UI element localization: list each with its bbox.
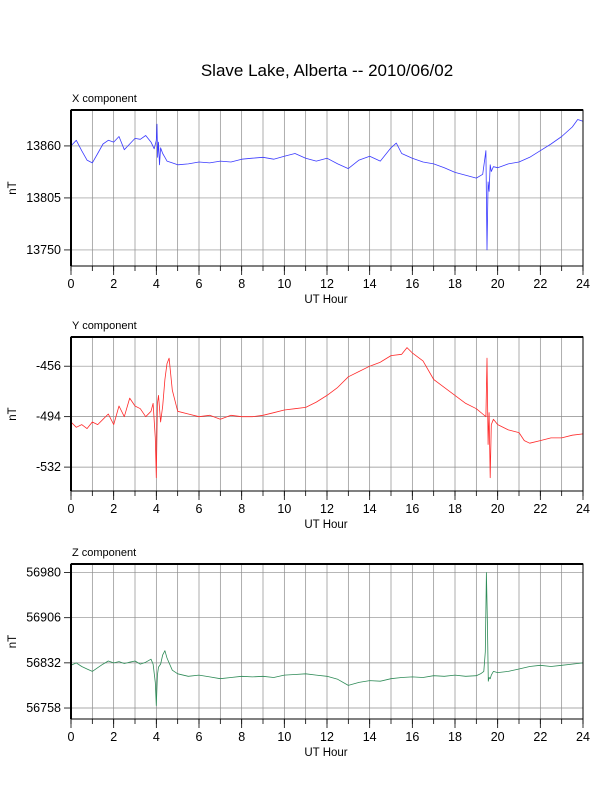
y-tick-label: 56906 [26, 611, 61, 625]
panel-title: Y component [72, 320, 137, 332]
x-tick-label: 2 [110, 730, 117, 744]
panel-title: Z component [72, 547, 136, 559]
series-line-1 [70, 347, 584, 479]
x-tick-label: 18 [448, 277, 462, 291]
x-tick-label: 8 [238, 730, 245, 744]
x-tick-label: 18 [448, 730, 462, 744]
y-axis-label: nT [7, 407, 19, 420]
x-tick-label: 4 [153, 730, 160, 744]
x-tick-label: 2 [110, 502, 117, 516]
y-tick-label: -494 [36, 410, 61, 424]
x-tick-label: 20 [491, 502, 505, 516]
y-tick-label: 13860 [26, 139, 61, 153]
y-tick-label: 56758 [26, 701, 61, 715]
x-tick-label: 10 [277, 730, 291, 744]
x-tick-label: 10 [277, 502, 291, 516]
x-axis-label: UT Hour [304, 747, 347, 759]
x-tick-label: 16 [405, 730, 419, 744]
y-tick-label: 13805 [26, 191, 61, 205]
y-axis-label: nT [7, 635, 19, 648]
x-tick-label: 16 [405, 277, 419, 291]
x-tick-label: 6 [196, 730, 203, 744]
x-tick-label: 18 [448, 502, 462, 516]
x-tick-label: 8 [238, 502, 245, 516]
x-tick-label: 12 [320, 277, 334, 291]
x-tick-label: 14 [363, 277, 377, 291]
x-tick-label: 0 [68, 502, 75, 516]
series-line-1 [70, 572, 584, 706]
series-line-1 [70, 119, 584, 251]
x-tick-label: 0 [68, 730, 75, 744]
x-tick-label: 8 [238, 277, 245, 291]
main-title: Slave Lake, Alberta -- 2010/06/02 [201, 61, 453, 80]
y-tick-label: 13750 [26, 243, 61, 257]
x-tick-label: 22 [533, 502, 547, 516]
x-tick-label: 0 [68, 277, 75, 291]
x-tick-label: 20 [491, 277, 505, 291]
x-tick-label: 24 [576, 730, 590, 744]
y-tick-label: -532 [36, 460, 61, 474]
x-tick-label: 6 [196, 277, 203, 291]
x-tick-label: 16 [405, 502, 419, 516]
x-tick-label: 24 [576, 277, 590, 291]
y-tick-label: 56832 [26, 656, 61, 670]
x-tick-label: 6 [196, 502, 203, 516]
x-tick-label: 2 [110, 277, 117, 291]
panel-title: X component [72, 93, 137, 105]
x-tick-label: 4 [153, 277, 160, 291]
y-tick-label: 56980 [26, 566, 61, 580]
x-axis-label: UT Hour [304, 294, 347, 306]
x-tick-label: 20 [491, 730, 505, 744]
y-tick-label: -456 [36, 359, 61, 373]
y-axis-label: nT [7, 181, 19, 194]
x-tick-label: 24 [576, 502, 590, 516]
x-tick-label: 22 [533, 730, 547, 744]
x-tick-label: 14 [363, 502, 377, 516]
x-tick-label: 12 [320, 730, 334, 744]
x-tick-label: 4 [153, 502, 160, 516]
x-tick-label: 10 [277, 277, 291, 291]
x-axis-label: UT Hour [304, 519, 347, 531]
x-tick-label: 22 [533, 277, 547, 291]
x-tick-label: 12 [320, 502, 334, 516]
x-tick-label: 14 [363, 730, 377, 744]
